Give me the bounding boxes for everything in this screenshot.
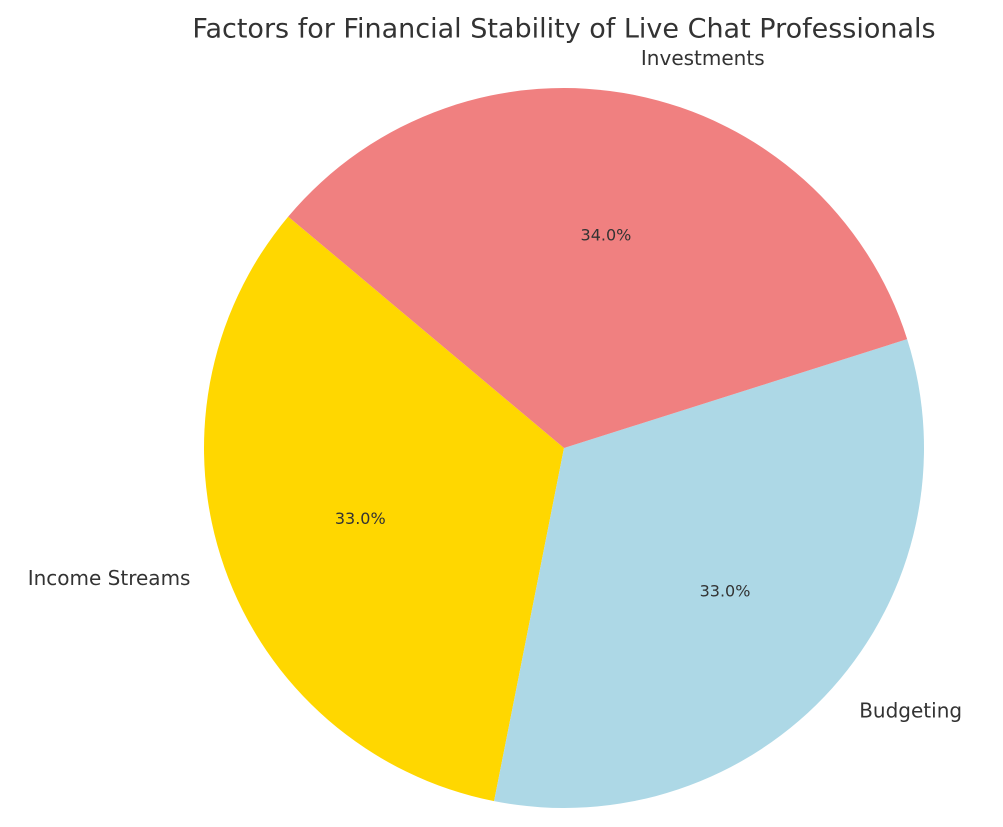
slice-label: Investments <box>641 46 765 70</box>
slice-label: Income Streams <box>28 566 191 590</box>
value-label: 33.0% <box>700 581 751 600</box>
pie-slice <box>288 88 908 449</box>
pie-slice <box>494 339 924 809</box>
pie-slice <box>204 216 564 802</box>
value-label: 34.0% <box>581 226 632 245</box>
slice-label: Budgeting <box>859 698 962 722</box>
value-label: 33.0% <box>335 509 386 528</box>
chart-title: Factors for Financial Stability of Live … <box>192 14 935 45</box>
